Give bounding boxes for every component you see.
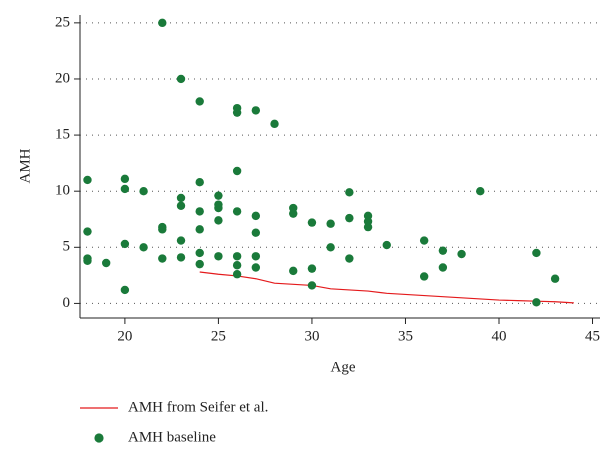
point <box>139 243 148 252</box>
legend-marker <box>94 433 104 443</box>
y-tick-label: 10 <box>55 183 70 199</box>
point <box>438 246 448 255</box>
point <box>345 254 354 263</box>
y-tick-label: 0 <box>63 295 71 311</box>
point <box>158 254 167 263</box>
point <box>251 252 261 261</box>
point <box>345 213 354 223</box>
point <box>232 252 242 261</box>
point <box>195 178 204 187</box>
point <box>214 191 223 200</box>
point <box>120 285 130 295</box>
point <box>83 175 92 185</box>
point <box>307 264 317 273</box>
point <box>120 174 130 184</box>
point <box>83 227 92 236</box>
point <box>419 272 429 281</box>
x-tick-label: 30 <box>304 328 319 344</box>
point <box>120 239 130 249</box>
point <box>195 259 204 269</box>
point <box>382 240 391 250</box>
point <box>251 211 261 221</box>
point <box>419 236 429 245</box>
y-tick-label: 25 <box>55 14 70 30</box>
point <box>214 252 223 261</box>
point <box>195 97 204 106</box>
point <box>326 243 335 252</box>
point <box>176 74 186 84</box>
x-tick-label: 40 <box>491 328 506 344</box>
point <box>438 263 448 272</box>
point <box>532 248 541 258</box>
point <box>176 253 186 262</box>
point <box>251 263 261 272</box>
point <box>363 222 373 232</box>
legend-label: AMH from Seifer et al. <box>128 399 268 415</box>
y-tick-label: 20 <box>55 70 70 86</box>
y-axis-label: AMH <box>17 148 33 183</box>
point <box>289 266 298 276</box>
point <box>139 186 148 196</box>
x-tick-label: 35 <box>398 328 413 344</box>
point <box>251 228 261 237</box>
point <box>232 166 242 176</box>
point <box>232 207 242 216</box>
point <box>532 298 541 307</box>
point <box>176 236 186 245</box>
x-tick-label: 20 <box>117 328 132 344</box>
point <box>457 249 466 259</box>
point <box>158 18 167 28</box>
point <box>289 209 298 218</box>
point <box>345 188 354 197</box>
point <box>232 270 242 279</box>
point <box>270 119 279 129</box>
point <box>307 218 317 227</box>
x-tick-label: 45 <box>585 328 600 344</box>
x-axis-label: Age <box>331 359 356 375</box>
y-tick-label: 15 <box>55 127 70 143</box>
point <box>195 207 204 216</box>
x-tick-label: 25 <box>211 328 226 344</box>
point <box>158 225 167 234</box>
point <box>232 261 242 270</box>
point <box>214 216 223 225</box>
point <box>176 193 186 203</box>
point <box>176 201 186 210</box>
point <box>326 219 335 228</box>
point <box>195 248 204 258</box>
point <box>232 108 242 117</box>
line <box>199 271 574 304</box>
point <box>251 106 261 115</box>
point <box>550 274 560 283</box>
point <box>214 203 223 213</box>
point <box>476 186 485 196</box>
legend-label: AMH baseline <box>128 429 216 445</box>
point <box>120 184 130 194</box>
point <box>83 256 92 265</box>
point <box>195 225 204 234</box>
point <box>101 258 111 268</box>
point <box>307 281 317 290</box>
y-tick-label: 5 <box>63 239 71 255</box>
